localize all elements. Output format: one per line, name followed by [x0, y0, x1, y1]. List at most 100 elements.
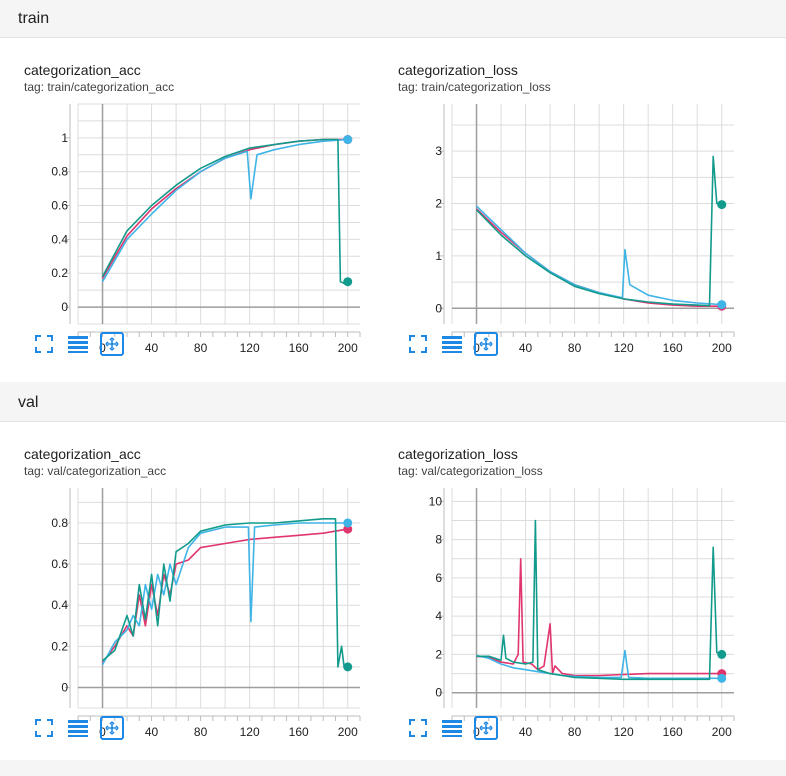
y-tick-label: 0.4 [51, 598, 68, 612]
y-tick-label: 4 [435, 609, 442, 623]
series-end-point [343, 135, 353, 145]
chart[interactable]: 0 40 80 120 160 200 0 0.2 0.4 0.6 0.8 [0, 446, 372, 776]
series-end-point [343, 518, 353, 528]
fullscreen-button[interactable] [406, 332, 430, 356]
x-tick-label: 120 [240, 341, 260, 355]
section-title: train [18, 10, 50, 27]
fit-domain-icon [479, 337, 493, 351]
chart-card-val-loss: categorization_loss tag: val/categorizat… [374, 446, 746, 776]
series-line [101, 518, 348, 668]
x-tick-label: 200 [712, 725, 732, 739]
x-tick-label: 80 [194, 725, 208, 739]
section-header-train[interactable]: train [0, 0, 786, 38]
toggle-log-button[interactable] [66, 332, 90, 356]
y-tick-label: 0 [435, 686, 442, 700]
series-end-point [343, 662, 353, 672]
x-tick-label: 0 [473, 341, 480, 355]
series-end-point [343, 277, 353, 287]
x-tick-label: 120 [240, 725, 260, 739]
fullscreen-button[interactable] [32, 716, 56, 740]
x-tick-label: 0 [473, 725, 480, 739]
series-line [476, 649, 722, 680]
y-tick-label: 8 [435, 533, 442, 547]
grid [77, 103, 360, 325]
x-tick-label: 120 [614, 725, 634, 739]
x-tick-label: 80 [568, 725, 582, 739]
x-tick-label: 160 [663, 725, 683, 739]
y-tick-label: 10 [429, 494, 443, 508]
chart-card-train-loss: categorization_loss tag: train/categoriz… [374, 62, 746, 392]
x-tick-label: 160 [289, 341, 309, 355]
y-tick-label: 2 [435, 647, 442, 661]
series-line [101, 138, 348, 283]
card-title: categorization_acc [24, 62, 141, 78]
x-tick-label: 160 [663, 341, 683, 355]
series-end-point [717, 673, 727, 683]
list-icon [442, 336, 462, 353]
fullscreen-icon [35, 335, 53, 353]
fullscreen-icon [35, 719, 53, 737]
y-tick-label: 0 [435, 301, 442, 315]
fit-domain-button[interactable] [100, 332, 124, 356]
fullscreen-button[interactable] [32, 332, 56, 356]
x-tick-label: 40 [519, 725, 533, 739]
x-tick-label: 40 [519, 341, 533, 355]
series-end-point [343, 524, 353, 534]
x-tick-label: 200 [712, 341, 732, 355]
fullscreen-button[interactable] [406, 716, 430, 740]
x-tick-label: 40 [145, 341, 159, 355]
x-tick-label: 0 [99, 725, 106, 739]
y-tick-label: 0 [61, 300, 68, 314]
y-tick-label: 1 [435, 249, 442, 263]
fit-domain-button[interactable] [100, 716, 124, 740]
chart[interactable]: 0 40 80 120 160 200 0 2 4 6 8 10 [374, 446, 746, 776]
section-header-val[interactable]: val [0, 384, 786, 422]
x-tick-label: 200 [338, 725, 358, 739]
fit-domain-icon [105, 337, 119, 351]
series-line [101, 138, 349, 285]
series-line [475, 205, 722, 306]
y-tick-label: 2 [435, 197, 442, 211]
x-tick-label: 120 [614, 341, 634, 355]
y-tick-label: 3 [435, 144, 442, 158]
section-title: val [18, 394, 39, 411]
card-tag: tag: train/categorization_acc [24, 80, 175, 94]
x-tick-label: 160 [289, 725, 309, 739]
y-tick-label: 0.8 [51, 516, 68, 530]
chart[interactable]: 0 40 80 120 160 200 0 1 2 3 [374, 62, 746, 392]
section-body-train: categorization_acc tag: train/categoriza… [0, 38, 786, 382]
card-tag: tag: val/categorization_acc [24, 464, 167, 478]
y-tick-label: 0.2 [51, 266, 68, 280]
grid [451, 104, 734, 324]
series-line [475, 155, 722, 307]
fit-domain-icon [105, 721, 119, 735]
toggle-log-button[interactable] [66, 716, 90, 740]
list-icon [68, 720, 88, 737]
chart-card-train-acc: categorization_acc tag: train/categoriza… [0, 62, 372, 392]
card-tag: tag: val/categorization_loss [398, 464, 543, 478]
toggle-log-button[interactable] [440, 716, 464, 740]
y-tick-label: 0.6 [51, 199, 68, 213]
series-end-point [717, 300, 727, 310]
chart[interactable]: 0 40 80 120 160 200 0 0.2 0.4 0.6 0.8 1 [0, 62, 372, 392]
fit-domain-button[interactable] [474, 332, 498, 356]
fullscreen-icon [409, 335, 427, 353]
y-tick-label: 0.4 [51, 232, 68, 246]
y-tick-label: 1 [61, 131, 68, 145]
series-line [476, 558, 722, 677]
y-tick-label: 0 [61, 680, 68, 694]
series-line [476, 519, 722, 681]
chart-card-val-acc: categorization_acc tag: val/categorizati… [0, 446, 372, 776]
y-tick-label: 6 [435, 571, 442, 585]
series-end-point [717, 649, 727, 659]
section-body-val: categorization_acc tag: val/categorizati… [0, 422, 786, 760]
x-tick-label: 0 [99, 341, 106, 355]
grid [77, 488, 360, 709]
toggle-log-button[interactable] [440, 332, 464, 356]
fit-domain-button[interactable] [474, 716, 498, 740]
x-tick-label: 40 [145, 725, 159, 739]
fit-domain-icon [479, 721, 493, 735]
x-tick-label: 200 [338, 341, 358, 355]
series-end-point [717, 200, 727, 210]
fullscreen-icon [409, 719, 427, 737]
